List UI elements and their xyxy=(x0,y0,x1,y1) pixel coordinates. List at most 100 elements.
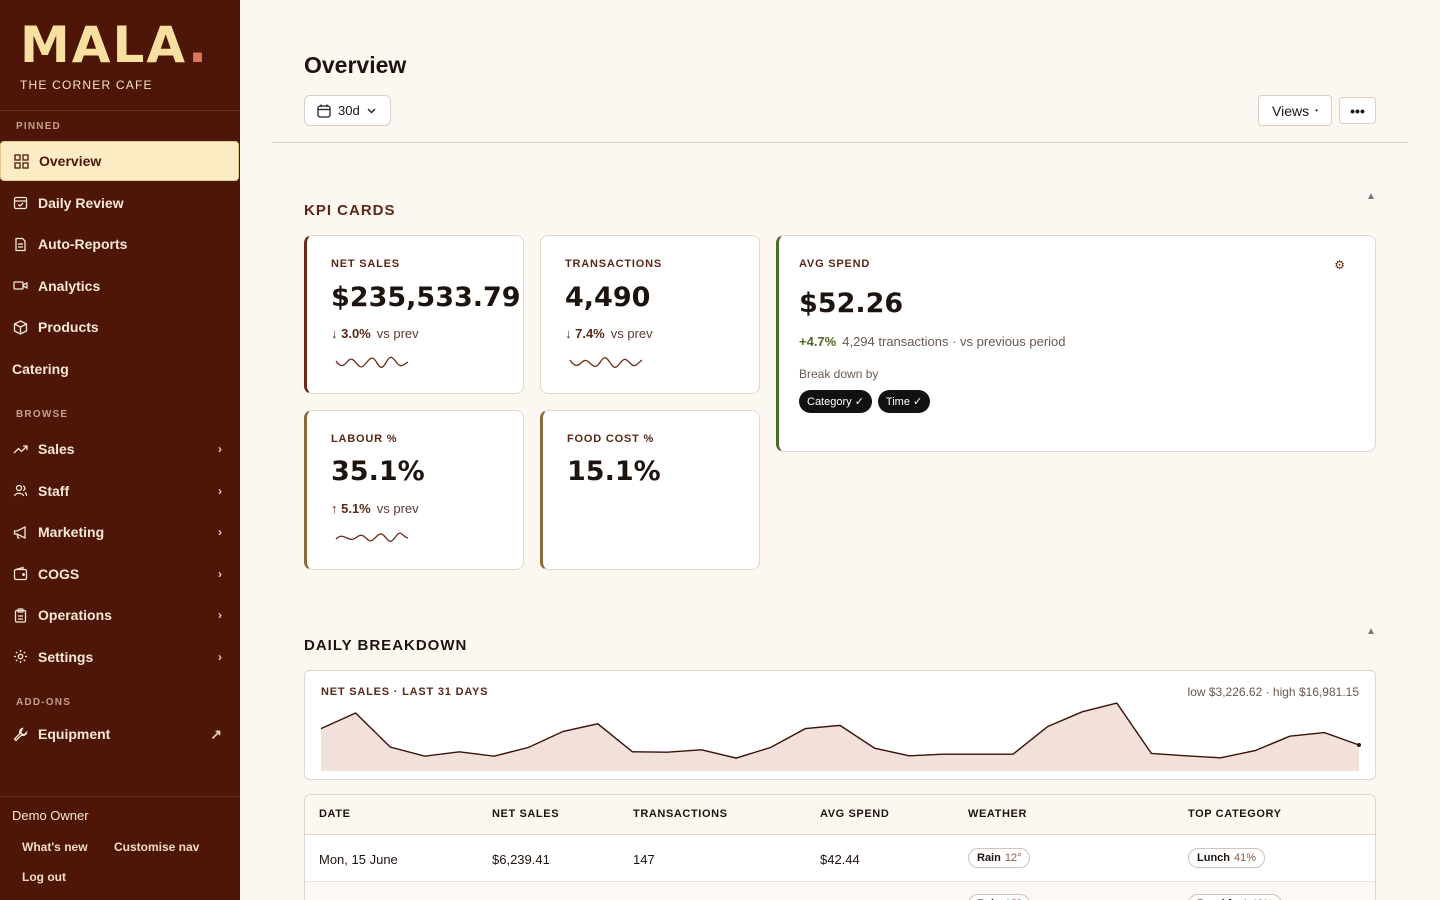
kpi-section-heading: KPI CARDS xyxy=(304,202,396,219)
sidebar-item-catering[interactable]: Catering xyxy=(0,349,240,389)
cell-date: Sun, 14 June xyxy=(319,898,396,900)
brand: MALA. THE CORNER CAFE xyxy=(20,20,209,92)
grid-icon xyxy=(13,153,29,169)
breakdown-chips: Category ✓ Time ✓ xyxy=(799,390,936,413)
sidebar-item-daily-review[interactable]: Daily Review xyxy=(0,183,240,223)
kpi-value: 35.1% xyxy=(331,456,425,487)
kpi-card-net-sales[interactable]: NET SALES $235,533.79 ↓ 3.0% vs prev xyxy=(304,235,524,394)
column-header-top-category[interactable]: TOP CATEGORY xyxy=(1188,808,1282,820)
section-label-addons: ADD-ONS xyxy=(16,697,72,708)
header-divider xyxy=(272,142,1408,143)
sidebar-item-analytics[interactable]: Analytics xyxy=(0,266,240,306)
kpi-label: LABOUR % xyxy=(331,433,398,445)
sidebar-item-staff[interactable]: Staff › xyxy=(0,471,240,511)
column-header-transactions[interactable]: TRANSACTIONS xyxy=(633,808,728,820)
kpi-card-avg-spend[interactable]: AVG SPEND ⚙ $52.26 +4.7% 4,294 transactio… xyxy=(776,235,1376,452)
sparkline xyxy=(335,356,409,368)
chip-category[interactable]: Category ✓ xyxy=(799,390,872,413)
sidebar-item-sales[interactable]: Sales › xyxy=(0,429,240,469)
trending-up-icon xyxy=(12,441,28,457)
sparkline xyxy=(335,532,409,542)
wrench-icon xyxy=(12,726,28,742)
table-row[interactable]: Mon, 15 June $6,239.41 147 $42.44 Rain 12° Lun… xyxy=(305,836,1375,882)
kpi-card-food-cost[interactable]: FOOD COST % 15.1% xyxy=(540,410,760,570)
sidebar-item-label: Sales xyxy=(38,441,75,457)
kpi-value: $52.26 xyxy=(799,288,904,319)
area-fill xyxy=(321,703,1359,771)
sidebar-item-label: Equipment xyxy=(38,726,111,742)
sidebar-item-label: Catering xyxy=(12,360,69,377)
sidebar-item-marketing[interactable]: Marketing › xyxy=(0,512,240,552)
sidebar-item-label: COGS xyxy=(38,565,80,582)
kpi-delta: ↓ 7.4% vs prev xyxy=(565,326,653,341)
sidebar-item-settings[interactable]: Settings › xyxy=(0,637,240,677)
whats-new-link[interactable]: What's new xyxy=(22,840,88,854)
table-row[interactable]: Sun, 14 June $8,039.22 181 $43.66 Rain15° Bre… xyxy=(305,882,1375,900)
document-icon xyxy=(12,236,28,252)
brand-subtitle: THE CORNER CAFE xyxy=(20,78,153,92)
logout-link[interactable]: Log out xyxy=(22,870,66,884)
sidebar-divider xyxy=(0,110,240,111)
wallet-icon xyxy=(12,566,28,582)
customise-nav-link[interactable]: Customise nav xyxy=(114,840,200,854)
column-header-net-sales[interactable]: NET SALES xyxy=(492,808,560,820)
sidebar-item-equipment[interactable]: Equipment ↗ xyxy=(0,714,240,754)
area-chart xyxy=(321,702,1361,771)
collapse-daily-icon[interactable]: ▲ xyxy=(1366,626,1376,637)
kpi-card-labour[interactable]: LABOUR % 35.1% ↑ 5.1% vs prev xyxy=(304,410,524,570)
section-label-pinned: PINNED xyxy=(16,121,61,132)
calendar-check-icon xyxy=(12,195,28,211)
gear-icon[interactable]: ⚙ xyxy=(1334,258,1345,272)
kpi-delta: ↓ 3.0% vs prev xyxy=(331,326,419,341)
date-range-button[interactable]: 30d xyxy=(304,95,391,126)
cell-transactions: 147 xyxy=(633,852,655,867)
sidebar-item-products[interactable]: Products xyxy=(0,307,240,347)
chevron-right-icon: › xyxy=(218,608,222,622)
sparkline xyxy=(569,357,643,368)
box-icon xyxy=(12,319,28,335)
kpi-delta: +4.7% 4,294 transactions · vs previous pe… xyxy=(799,334,1066,349)
kpi-label: AVG SPEND xyxy=(799,258,871,270)
sidebar-item-label: Settings xyxy=(38,648,94,665)
sidebar: MALA. THE CORNER CAFE PINNED Overview Dai… xyxy=(0,0,240,900)
chevron-right-icon: › xyxy=(218,525,222,539)
sidebar-item-operations[interactable]: Operations › xyxy=(0,595,240,635)
date-range-label: 30d xyxy=(338,103,360,118)
chart-range: low $3,226.62 · high $16,981.15 xyxy=(1187,685,1359,699)
users-icon xyxy=(12,483,28,499)
net-sales-chart: NET SALES · LAST 31 DAYS low $3,226.62 ·… xyxy=(304,670,1376,780)
chip-time[interactable]: Time ✓ xyxy=(877,390,931,413)
column-header-weather[interactable]: WEATHER xyxy=(968,808,1027,820)
sidebar-item-overview[interactable]: Overview xyxy=(0,141,239,181)
brand-logo[interactable]: MALA. xyxy=(20,16,209,74)
kpi-label: TRANSACTIONS xyxy=(565,258,662,270)
sidebar-item-label: Products xyxy=(38,319,99,335)
sidebar-item-label: Operations xyxy=(38,607,112,623)
daily-section-heading: DAILY BREAKDOWN xyxy=(304,637,468,654)
data-point xyxy=(1357,743,1361,747)
kpi-value: 4,490 xyxy=(565,282,651,313)
daily-table: DATE NET SALES TRANSACTIONS AVG SPEND WEATHE… xyxy=(304,794,1376,900)
sidebar-item-cogs[interactable]: COGS › xyxy=(0,554,240,594)
column-header-avg-spend[interactable]: AVG SPEND xyxy=(820,808,890,820)
sidebar-item-label: Marketing xyxy=(38,524,105,540)
more-options-button[interactable]: ••• xyxy=(1339,97,1376,124)
sidebar-divider xyxy=(0,796,240,797)
cell-transactions: 181 xyxy=(633,898,655,900)
sidebar-item-label: Overview xyxy=(39,153,102,169)
weather-badge: Rain15° xyxy=(968,894,1031,900)
sidebar-item-auto-reports[interactable]: Auto-Reports xyxy=(0,224,240,264)
sidebar-item-label: Staff xyxy=(38,482,70,499)
table-header: DATE NET SALES TRANSACTIONS AVG SPEND WEATHE… xyxy=(305,795,1375,835)
collapse-kpi-icon[interactable]: ▲ xyxy=(1366,191,1376,202)
cell-date: Mon, 15 June xyxy=(319,852,398,867)
chart-title: NET SALES · LAST 31 DAYS xyxy=(321,686,489,698)
views-button[interactable]: Views • xyxy=(1258,95,1332,126)
chevron-right-icon: › xyxy=(218,442,222,456)
chevron-right-icon: › xyxy=(218,566,222,581)
column-header-date[interactable]: DATE xyxy=(319,808,351,820)
sidebar-item-label: Auto-Reports xyxy=(38,236,128,252)
page-title: Overview xyxy=(304,52,407,78)
cell-net-sales: $8,039.22 xyxy=(492,898,550,900)
kpi-card-transactions[interactable]: TRANSACTIONS 4,490 ↓ 7.4% vs prev xyxy=(540,235,760,394)
